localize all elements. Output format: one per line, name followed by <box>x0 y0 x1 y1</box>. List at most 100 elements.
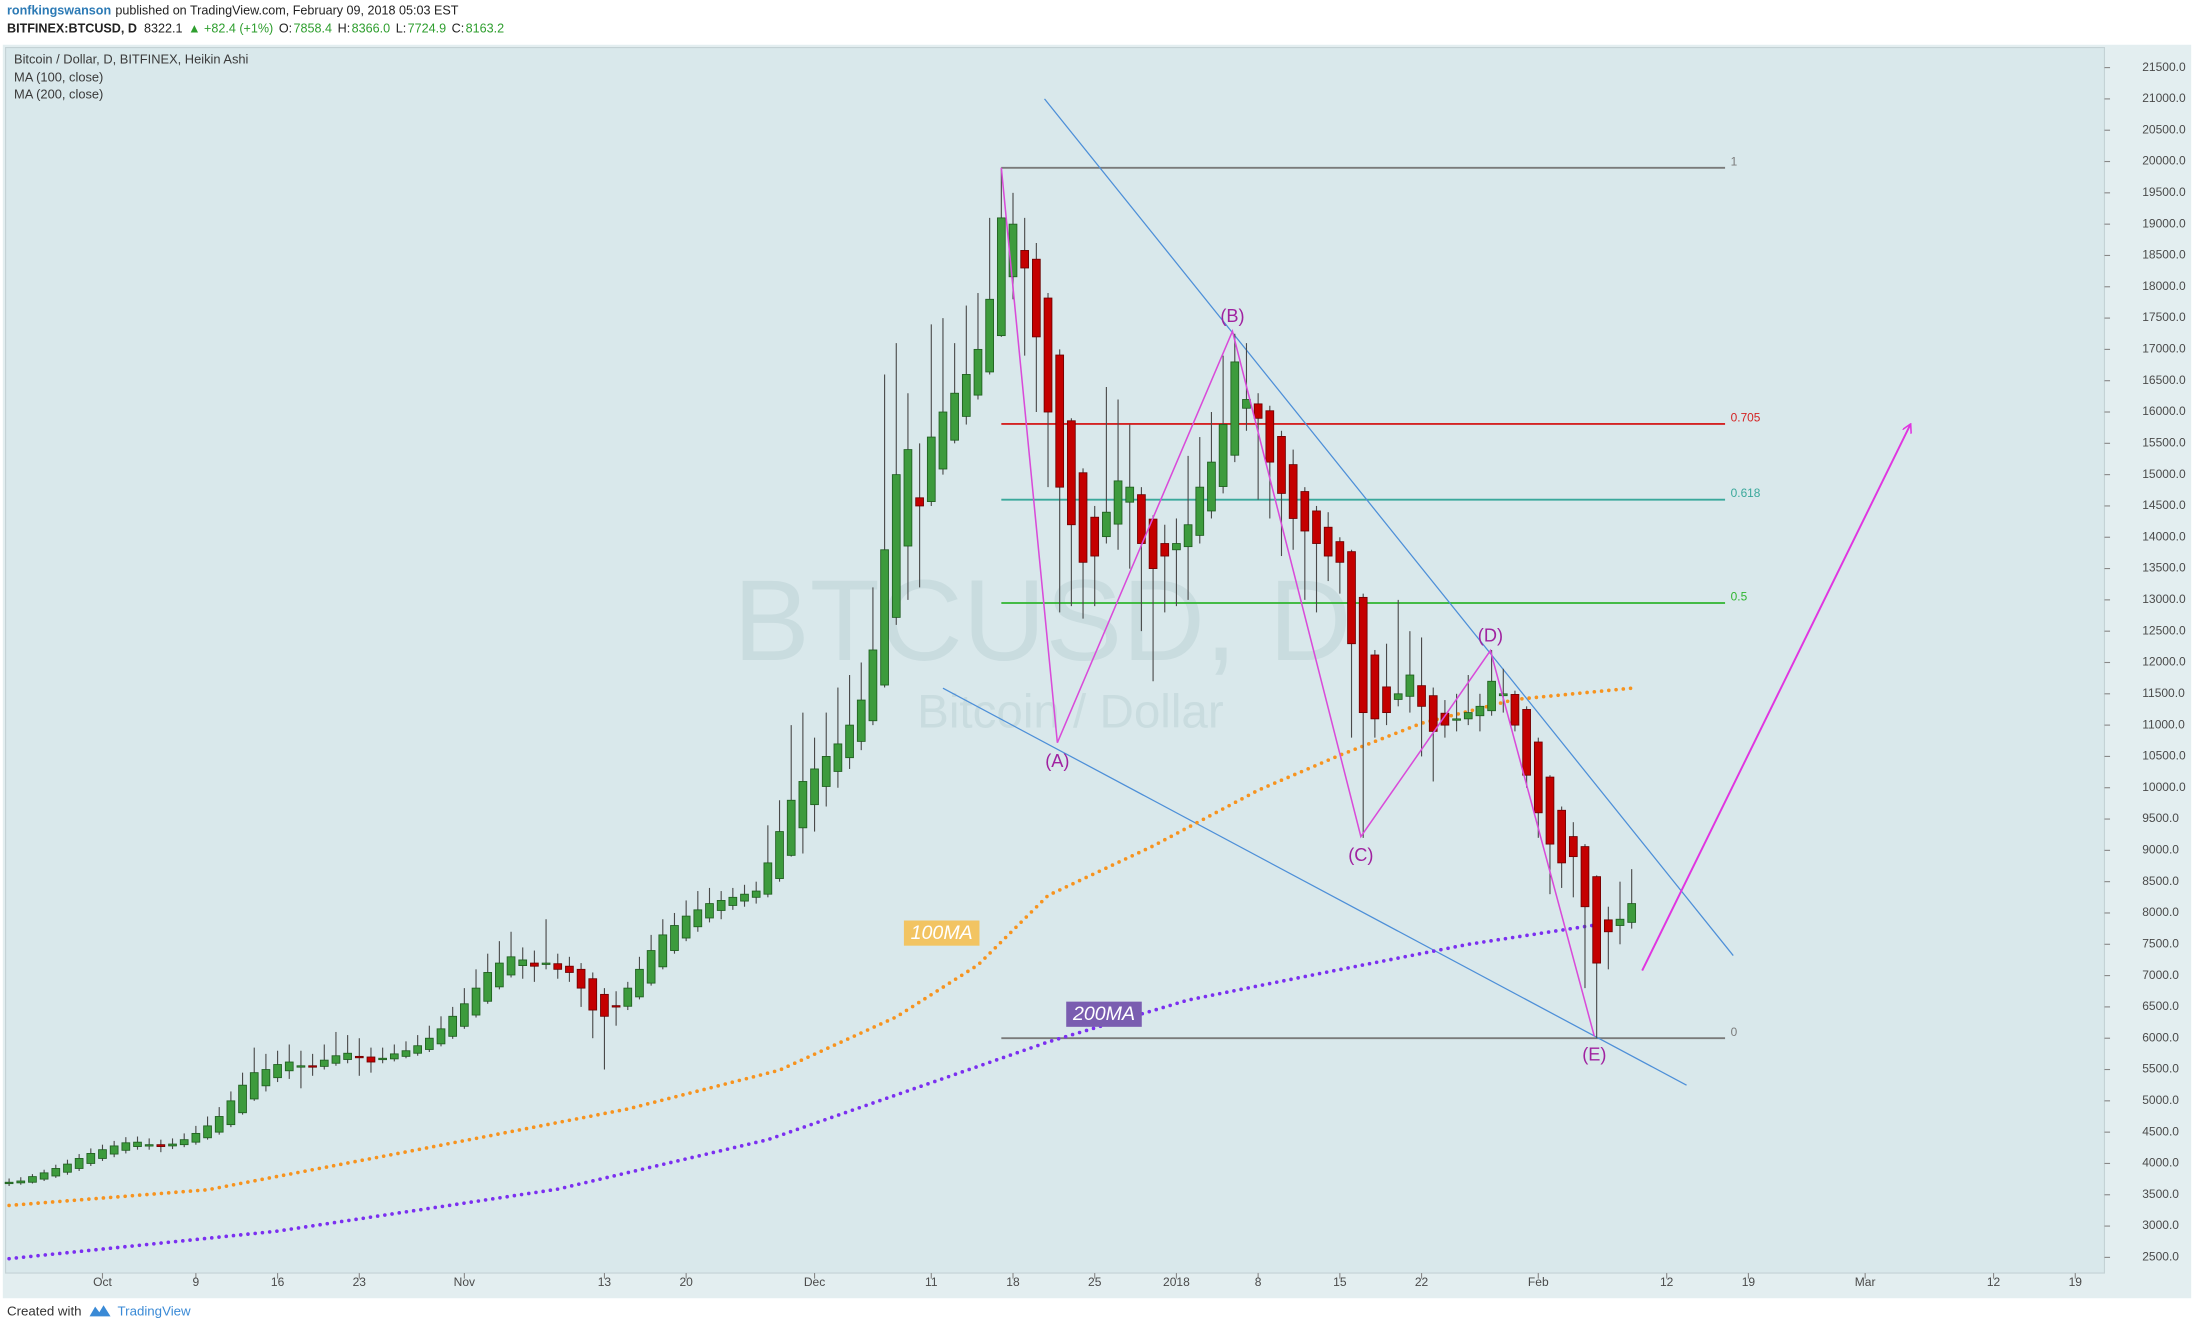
candle-body <box>1020 250 1030 269</box>
candle-body <box>1242 399 1251 409</box>
chart-title: Bitcoin / Dollar, D, BITFINEX, Heikin As… <box>14 52 248 67</box>
y-tick-label: 10000.0 <box>2142 780 2186 794</box>
x-tick-label: 25 <box>1088 1275 1102 1289</box>
candle-body <box>203 1125 212 1139</box>
x-tick-label: Feb <box>1528 1275 1549 1289</box>
candle-body <box>1090 516 1100 557</box>
candle-body <box>168 1143 177 1147</box>
candle-body <box>600 993 609 1017</box>
x-tick-label: 22 <box>1415 1275 1429 1289</box>
candle-body <box>1580 846 1590 908</box>
plot-area <box>5 47 2106 1274</box>
x-tick-label: Oct <box>93 1275 112 1289</box>
candle-body <box>576 968 586 989</box>
candle-body <box>1102 511 1111 538</box>
candle-body <box>1592 876 1601 964</box>
candle-body <box>1148 518 1158 569</box>
ma-tag: 100MA <box>911 922 973 944</box>
candle-body <box>1370 654 1380 720</box>
y-tick-label: 6500.0 <box>2142 999 2179 1013</box>
candle-body <box>1078 472 1088 563</box>
candle-body <box>810 768 819 806</box>
candle-body <box>786 799 796 856</box>
candle-body <box>553 963 563 970</box>
candle-body <box>1533 741 1543 814</box>
y-tick-label: 8000.0 <box>2142 905 2179 919</box>
candle-body <box>903 449 913 547</box>
candle-body <box>1603 919 1613 933</box>
candle-body <box>646 950 656 984</box>
candle-body <box>424 1037 434 1050</box>
candle-body <box>891 474 901 618</box>
candle-body <box>214 1116 224 1133</box>
x-tick-label: 8 <box>1255 1275 1262 1289</box>
y-tick-label: 11000.0 <box>2142 717 2185 731</box>
candle-body <box>681 915 691 939</box>
candle-body <box>611 1005 621 1008</box>
candle-body <box>273 1064 282 1079</box>
y-tick-label: 9500.0 <box>2142 811 2179 825</box>
logo <box>89 1305 111 1317</box>
candle-body <box>728 896 738 906</box>
candle-body <box>845 724 854 759</box>
candle-body <box>798 781 808 829</box>
candle-body <box>1545 776 1555 845</box>
candle-body <box>973 348 983 396</box>
candle-body <box>413 1045 423 1054</box>
y-tick-label: 2500.0 <box>2142 1250 2179 1264</box>
candle-body <box>249 1072 259 1100</box>
candle-body <box>460 1003 469 1027</box>
candle-body <box>821 756 831 787</box>
candle-body <box>1463 712 1473 720</box>
candle-body <box>28 1176 37 1183</box>
fib-label: 1 <box>1731 154 1738 168</box>
y-tick-label: 4000.0 <box>2142 1156 2179 1170</box>
y-tick-label: 19500.0 <box>2142 185 2186 199</box>
y-tick-label: 16500.0 <box>2142 373 2186 387</box>
header-text: 8322.1 <box>144 22 182 36</box>
arrow <box>1641 424 1910 972</box>
candle-body <box>436 1028 446 1045</box>
candle-body <box>1347 551 1356 645</box>
y-tick-label: 9000.0 <box>2142 843 2179 857</box>
legend-entry: MA (200, close) <box>14 87 103 102</box>
candle-body <box>226 1100 236 1126</box>
fib-label: 0.5 <box>1731 590 1748 604</box>
y-tick-label: 16000.0 <box>2142 404 2186 418</box>
y-tick-label: 18500.0 <box>2142 248 2186 262</box>
x-tick-label: 23 <box>353 1275 367 1289</box>
candle-body <box>1335 541 1345 563</box>
candle-body <box>1522 709 1531 776</box>
y-tick-label: 15500.0 <box>2142 435 2186 449</box>
candle-body <box>191 1132 201 1143</box>
candle-body <box>1358 596 1368 714</box>
candle-body <box>915 497 924 507</box>
candle-body <box>985 298 994 373</box>
y-tick-label: 7000.0 <box>2142 968 2179 982</box>
x-tick-label: 18 <box>1006 1275 1020 1289</box>
footer-created: Created with <box>7 1304 82 1319</box>
candle-body <box>856 699 866 742</box>
candle-body <box>1218 424 1228 487</box>
y-tick-label: 18000.0 <box>2142 279 2186 293</box>
x-tick-label: Nov <box>454 1275 475 1289</box>
candle-body <box>1008 223 1018 278</box>
candle-body <box>530 962 539 967</box>
x-tick-label: 15 <box>1333 1275 1347 1289</box>
candle-body <box>1475 705 1485 717</box>
candle-body <box>179 1139 189 1146</box>
candle-body <box>1265 410 1275 463</box>
wave-label: (B) <box>1220 306 1244 326</box>
candle-body <box>1627 903 1637 923</box>
candle-body <box>938 411 948 470</box>
candle-body <box>483 972 493 1002</box>
candle-body <box>343 1052 352 1060</box>
y-tick-label: 17000.0 <box>2142 342 2186 356</box>
candle-body <box>833 743 843 772</box>
candle-body <box>1487 680 1496 712</box>
candle-body <box>1253 403 1263 419</box>
candle-body <box>86 1153 96 1164</box>
header-text: 7858.4 <box>294 22 332 36</box>
wave-label: (C) <box>1348 845 1373 865</box>
y-tick-label: 5500.0 <box>2142 1062 2179 1076</box>
